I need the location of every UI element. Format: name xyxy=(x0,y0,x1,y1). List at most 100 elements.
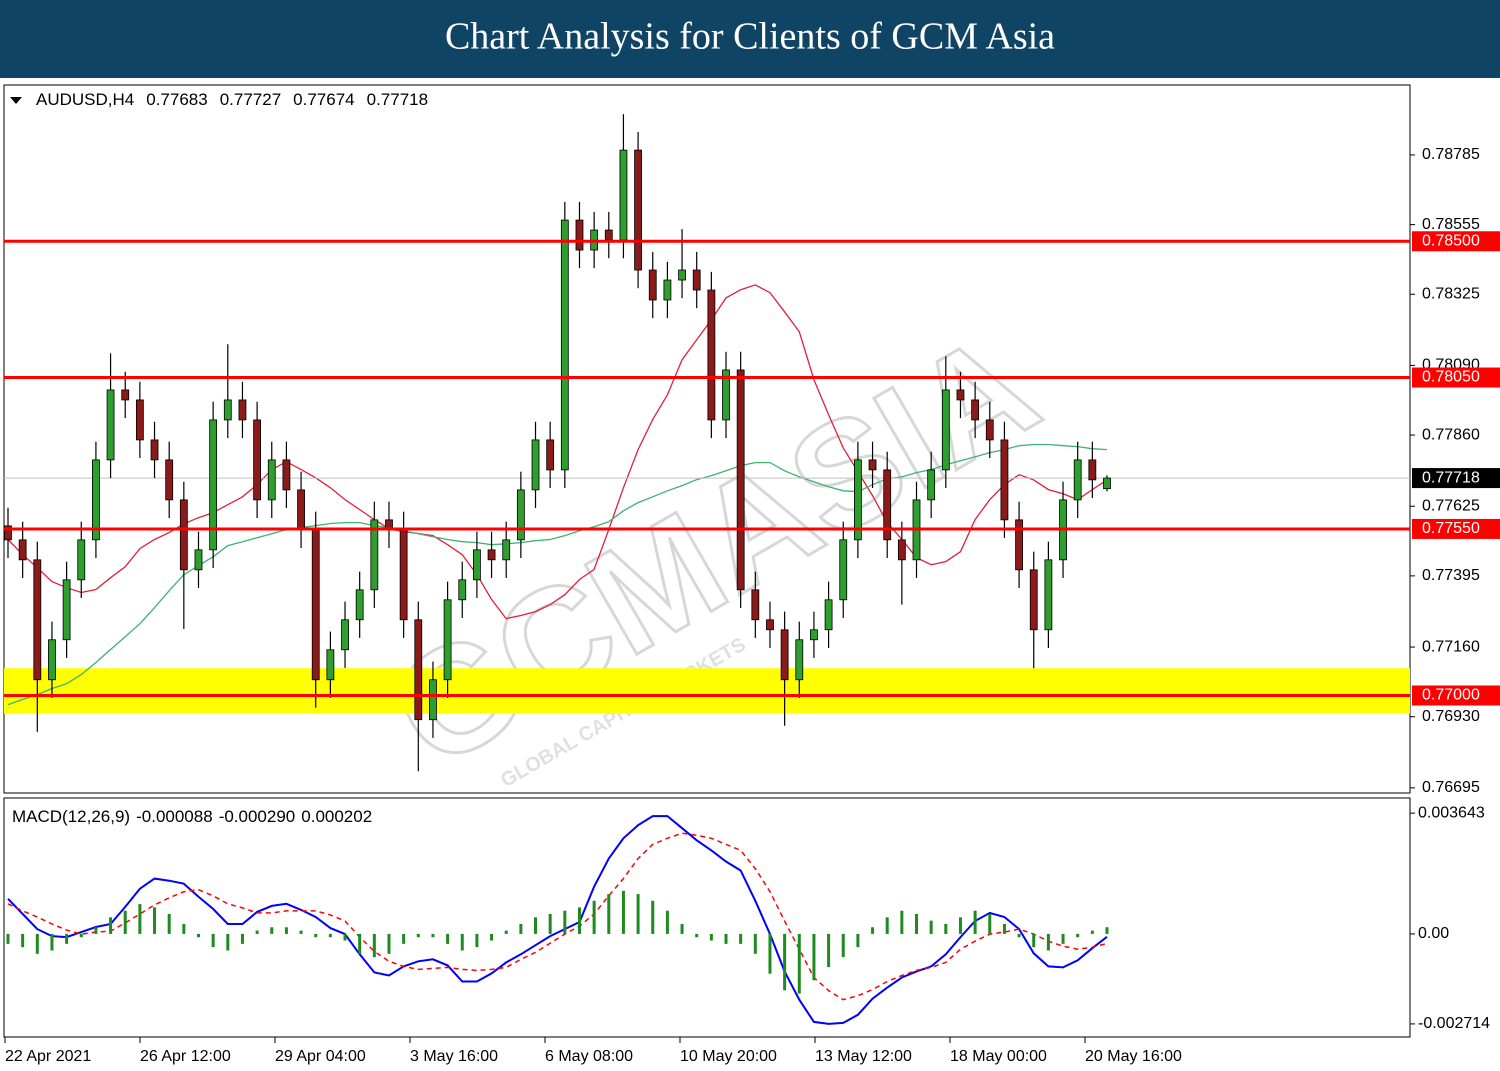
macd-histogram-bar xyxy=(490,933,494,941)
x-tick-label: 29 Apr 04:00 xyxy=(275,1048,366,1065)
macd-histogram-bar xyxy=(783,933,787,991)
candle-body xyxy=(370,519,379,591)
candle-body xyxy=(18,539,27,561)
macd-histogram-bar xyxy=(6,933,10,944)
candle-body xyxy=(238,399,247,421)
candle-body xyxy=(502,539,511,561)
menu-triangle xyxy=(10,97,22,104)
macd-histogram-bar xyxy=(109,917,113,934)
candle-body xyxy=(194,549,203,571)
ohlc-value: 0.77674 xyxy=(293,90,354,109)
candle-body xyxy=(121,389,130,401)
candle-body xyxy=(692,269,701,291)
macd-histogram-bar xyxy=(827,933,831,968)
macd-histogram-bar xyxy=(651,900,655,934)
candle-body xyxy=(707,289,716,421)
macd-histogram-bar xyxy=(35,933,39,954)
ohlc-value: 0.77727 xyxy=(220,90,281,109)
macd-histogram-bar xyxy=(944,923,948,934)
macd-histogram-bar xyxy=(563,910,567,934)
macd-histogram-bar xyxy=(240,933,244,944)
macd-histogram-bar xyxy=(138,904,142,934)
candle-body xyxy=(897,539,906,561)
candle-body xyxy=(209,419,218,551)
macd-histogram-bar xyxy=(709,933,713,941)
banner xyxy=(0,0,1500,78)
macd-histogram-bar xyxy=(665,910,669,934)
candle-body xyxy=(780,629,789,681)
candle-body xyxy=(1015,519,1023,571)
banner-title: Chart Analysis for Clients of GCM Asia xyxy=(445,16,1055,58)
candle-body xyxy=(634,149,642,271)
candle-body xyxy=(956,389,965,401)
macd-histogram-bar xyxy=(797,933,801,994)
y-tick-label: 0.77160 xyxy=(1422,638,1480,655)
level-label-box xyxy=(1412,518,1500,539)
candle-body xyxy=(92,459,100,541)
candle-body xyxy=(1000,439,1009,521)
macd-histogram-bar xyxy=(841,933,845,958)
x-tick-label: 26 Apr 12:00 xyxy=(140,1048,231,1065)
candle-body xyxy=(282,459,291,491)
candle-body xyxy=(311,529,320,681)
macd-histogram-bar xyxy=(504,930,508,934)
candle-body xyxy=(399,529,408,621)
macd-histogram-bar xyxy=(167,914,171,934)
candle-body xyxy=(77,539,86,581)
y-tick-label: 0.00 xyxy=(1418,925,1449,942)
candle-body xyxy=(766,619,774,631)
candle-body xyxy=(62,579,71,641)
macd-histogram-bar xyxy=(182,923,186,934)
candle-body xyxy=(927,469,936,501)
macd-value: -0.000290 xyxy=(219,807,296,826)
x-tick-label: 20 May 16:00 xyxy=(1085,1048,1182,1065)
macd-histogram-bar xyxy=(416,933,420,938)
y-tick-label: 0.78325 xyxy=(1422,285,1480,302)
candle-body xyxy=(253,419,262,501)
y-tick-label: 0.77395 xyxy=(1422,567,1480,584)
candle-body xyxy=(106,389,115,461)
level-label: 0.77550 xyxy=(1422,520,1480,537)
candle-body xyxy=(619,149,628,241)
candle-body xyxy=(971,399,980,421)
macd-histogram-bar xyxy=(739,933,743,944)
candle-body xyxy=(531,439,540,491)
macd-histogram-bar xyxy=(314,933,318,938)
candle-body xyxy=(429,679,437,721)
y-tick-label: 0.77860 xyxy=(1422,426,1480,443)
candle-body xyxy=(678,269,686,281)
support-zone xyxy=(4,668,1410,714)
macd-histogram-bar xyxy=(387,933,391,954)
macd-histogram-bar xyxy=(636,894,640,934)
candle-body xyxy=(575,219,584,251)
level-label: 0.77000 xyxy=(1422,687,1480,704)
level-label-box xyxy=(1412,367,1500,388)
candle-body xyxy=(443,599,452,681)
x-tick-label: 6 May 08:00 xyxy=(545,1048,633,1065)
macd-histogram-bar xyxy=(50,933,54,951)
macd-histogram-bar xyxy=(958,917,962,934)
ohlc-value: 0.77683 xyxy=(146,90,207,109)
y-tick-label: 0.77625 xyxy=(1422,497,1480,514)
moving-average xyxy=(7,284,1108,620)
candle-body xyxy=(487,549,496,561)
macd-histogram-bar xyxy=(753,933,757,954)
x-tick-label: 10 May 20:00 xyxy=(680,1048,777,1065)
candle-body xyxy=(1073,459,1082,501)
macd-histogram-bar xyxy=(1017,933,1021,938)
macd-histogram-bar xyxy=(1061,933,1065,944)
macd-histogram-bar xyxy=(270,927,274,934)
candle-body xyxy=(941,389,950,471)
macd-histogram-bar xyxy=(577,907,581,934)
macd-histogram-bar xyxy=(929,920,933,934)
macd-histogram-bar xyxy=(196,933,200,938)
level-label: 0.78050 xyxy=(1422,369,1480,386)
x-tick-label: 22 Apr 2021 xyxy=(5,1048,91,1065)
candle-body xyxy=(165,459,174,501)
macd-histogram-bar xyxy=(973,910,977,934)
candle-body xyxy=(150,439,159,461)
macd-histogram-bar xyxy=(21,933,25,948)
macd-histogram-bar xyxy=(534,917,538,934)
candle-body xyxy=(1088,459,1097,481)
candle-body xyxy=(1044,559,1053,631)
